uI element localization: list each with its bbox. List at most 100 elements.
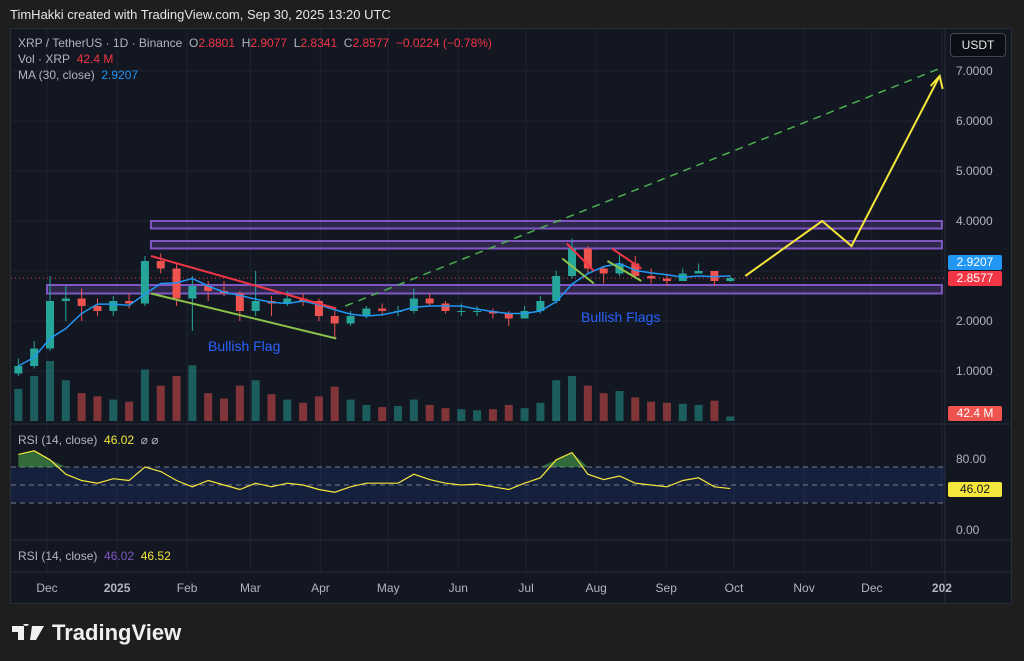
candle-body	[109, 301, 118, 311]
close-value: 2.8577	[352, 36, 390, 50]
candle-body	[46, 301, 54, 349]
price-tick: 5.0000	[956, 164, 993, 178]
candle-body	[694, 271, 703, 274]
projection-arrowhead	[929, 73, 944, 90]
price-tick: 1.0000	[956, 364, 993, 378]
candle-body	[647, 276, 656, 279]
candle-body	[536, 301, 545, 311]
volume-bar	[599, 393, 608, 421]
flag-trendline	[566, 242, 595, 272]
candle-body	[14, 366, 23, 374]
volume-bar	[46, 361, 54, 421]
ma-legend[interactable]: MA (30, close) 2.9207	[18, 68, 138, 82]
candle-body	[283, 298, 292, 304]
candle-body	[473, 311, 482, 312]
candle-body	[662, 278, 671, 281]
dashed-trendline	[345, 67, 940, 307]
volume-bar	[314, 396, 323, 421]
time-tick: Jun	[448, 581, 468, 595]
candle-body	[156, 261, 165, 269]
time-tick: Mar	[240, 581, 261, 595]
rsi-label: RSI (14, close)	[18, 433, 98, 447]
projection-path	[744, 75, 941, 277]
volume-bar	[662, 402, 671, 421]
annotation-bullish-flag: Bullish Flag	[208, 338, 281, 354]
volume-bar	[14, 388, 23, 421]
volume-bar	[330, 386, 339, 421]
time-tick: Aug	[585, 581, 607, 595]
low-value: 2.8341	[300, 36, 338, 50]
resistance-zone	[149, 220, 943, 230]
volume-bar	[457, 409, 466, 421]
rsi2-legend[interactable]: RSI (14, close) 46.02 46.52	[18, 549, 171, 563]
volume-bar	[251, 380, 260, 421]
volume-bar	[694, 404, 703, 421]
volume-label: Vol · XRP	[18, 52, 71, 66]
candle-body	[77, 298, 86, 306]
volume-bar	[441, 408, 450, 421]
flag-trendline	[606, 260, 642, 282]
candle-body	[378, 308, 387, 311]
time-tick: 202	[931, 581, 952, 595]
time-tick: Oct	[724, 581, 744, 595]
ma-label: MA (30, close)	[18, 68, 95, 82]
volume-bar	[299, 402, 308, 421]
close-label: C	[343, 36, 353, 50]
ma-line	[17, 262, 731, 367]
volume-legend[interactable]: Vol · XRP 42.4 M	[18, 52, 113, 66]
volume-bar	[220, 398, 229, 421]
volume-bar	[188, 365, 197, 421]
high-label: H	[241, 36, 251, 50]
high-value: 2.9077	[250, 36, 288, 50]
flag-trendline	[150, 255, 337, 310]
rsi-line	[18, 450, 731, 493]
volume-tag: 42.4 M	[948, 406, 1002, 421]
volume-bar	[125, 401, 134, 421]
volume-bar	[172, 376, 181, 421]
currency-button[interactable]: USDT	[950, 33, 1006, 57]
flag-trendline	[561, 257, 595, 285]
volume-bar	[488, 409, 497, 421]
volume-bar	[583, 385, 592, 421]
volume-bar	[283, 399, 292, 421]
volume-bar	[504, 404, 513, 421]
price-tick: 2.0000	[956, 314, 993, 328]
volume-bar	[409, 399, 418, 421]
chart-credit: TimHakki created with TradingView.com, S…	[10, 7, 391, 22]
candle-body	[568, 248, 577, 276]
volume-bar	[615, 391, 624, 421]
volume-bar	[235, 385, 244, 421]
rsi-legend[interactable]: RSI (14, close) 46.02 ⌀ ⌀	[18, 433, 159, 447]
symbol-legend: XRP / TetherUS · 1D · Binance O2.8801 H2…	[18, 36, 492, 50]
tradingview-logo[interactable]: TradingView	[12, 620, 181, 646]
volume-bar	[647, 401, 656, 421]
time-tick: Apr	[311, 581, 330, 595]
volume-bar	[631, 397, 640, 421]
candle-body	[61, 298, 70, 301]
symbol-title[interactable]: XRP / TetherUS · 1D · Binance	[18, 36, 183, 50]
ma-value: 2.9207	[101, 68, 139, 82]
volume-bar	[710, 400, 719, 421]
volume-bar	[93, 396, 102, 421]
volume-bar	[473, 410, 482, 421]
volume-bar	[30, 376, 39, 421]
volume-bar	[536, 402, 545, 421]
volume-bar	[552, 380, 561, 421]
flag-trendline	[150, 292, 337, 340]
candle-body	[93, 306, 102, 311]
time-tick: 2025	[103, 581, 131, 595]
rsi2-label: RSI (14, close)	[18, 549, 98, 563]
rsi-tag: 46.02	[948, 482, 1002, 497]
resistance-zone	[149, 240, 943, 250]
rsi2-value-b: 46.52	[140, 549, 171, 563]
candle-body	[330, 316, 339, 324]
volume-bar	[77, 393, 86, 421]
candle-body	[520, 311, 529, 319]
time-tick: Dec	[36, 581, 58, 595]
annotation-bullish-flags: Bullish Flags	[581, 309, 661, 325]
volume-bar	[140, 369, 149, 421]
time-tick: Jul	[518, 581, 534, 595]
time-tick: Feb	[176, 581, 198, 595]
volume-value: 42.4 M	[76, 52, 114, 66]
